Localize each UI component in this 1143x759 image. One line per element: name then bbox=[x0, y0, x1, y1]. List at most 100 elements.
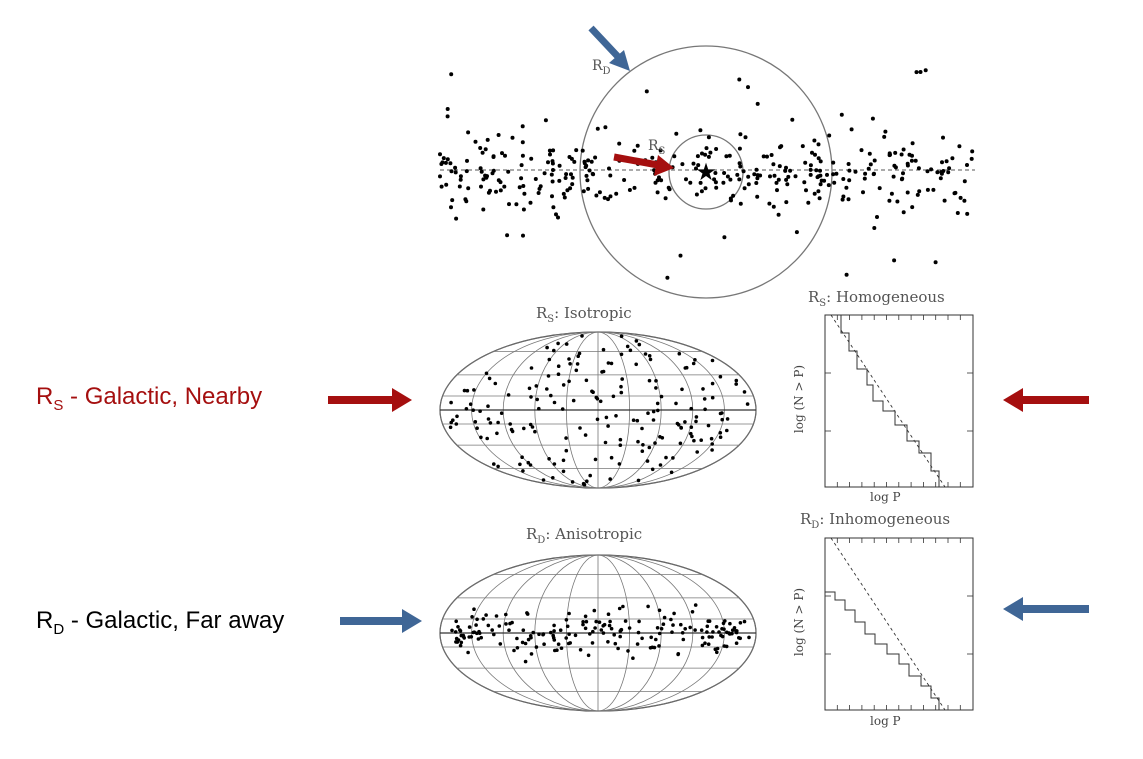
sky-source bbox=[616, 646, 620, 651]
disk-star bbox=[606, 197, 610, 202]
sky-source bbox=[494, 614, 499, 618]
disk-star bbox=[969, 156, 974, 161]
disk-star bbox=[814, 168, 819, 173]
sky-source bbox=[688, 625, 692, 630]
disk-star bbox=[537, 186, 542, 191]
disk-star bbox=[485, 137, 490, 142]
sky-source bbox=[702, 397, 707, 401]
sky-source bbox=[627, 626, 632, 630]
sky-source bbox=[552, 400, 557, 405]
rs-circle-label: RS bbox=[648, 138, 666, 157]
sky-source bbox=[654, 386, 658, 390]
disk-star bbox=[957, 144, 962, 149]
sky-source bbox=[601, 631, 606, 635]
disk-star bbox=[551, 205, 556, 210]
sky-source bbox=[496, 420, 500, 425]
faraway-label: RD - Galactic, Far away bbox=[36, 607, 285, 638]
sky-source bbox=[515, 636, 519, 641]
cumulative-step-curve bbox=[825, 591, 940, 710]
sky-source bbox=[720, 634, 725, 639]
disk-star bbox=[529, 156, 534, 161]
sky-source bbox=[459, 640, 464, 645]
disk-star bbox=[574, 148, 579, 153]
sky-source bbox=[529, 366, 534, 370]
sky-source bbox=[497, 624, 502, 628]
sky-source bbox=[631, 656, 635, 660]
disk-star bbox=[754, 167, 759, 172]
disk-star bbox=[550, 194, 554, 199]
inhomogeneous-logn-title: RD: Inhomogeneous bbox=[800, 510, 951, 531]
sky-source bbox=[713, 647, 718, 652]
sky-source bbox=[606, 424, 610, 428]
sky-source bbox=[568, 362, 572, 366]
disk-star bbox=[737, 146, 742, 151]
disk-star bbox=[700, 151, 704, 156]
sky-source bbox=[659, 626, 664, 631]
disk-star bbox=[557, 178, 562, 183]
disk-star bbox=[593, 155, 598, 160]
disk-star bbox=[738, 132, 743, 137]
disk-star bbox=[868, 162, 873, 167]
disk-star bbox=[883, 129, 888, 134]
disk-star bbox=[840, 197, 845, 202]
sky-source bbox=[601, 624, 605, 628]
sky-source bbox=[734, 641, 739, 645]
disk-star bbox=[786, 174, 791, 179]
disk-star bbox=[965, 163, 969, 167]
disk-star bbox=[562, 195, 567, 200]
disk-star bbox=[940, 160, 944, 165]
sky-source bbox=[528, 463, 533, 467]
disk-star bbox=[872, 226, 877, 230]
sky-source bbox=[690, 434, 694, 439]
sky-source bbox=[613, 641, 618, 646]
disk-star bbox=[632, 185, 637, 190]
disk-star bbox=[844, 185, 849, 190]
sky-source bbox=[561, 383, 566, 387]
inhomogeneous-logn-logp-plot bbox=[824, 537, 974, 711]
sky-source bbox=[462, 388, 467, 393]
faraway-right-arrow bbox=[1003, 597, 1089, 621]
disk-star bbox=[519, 176, 524, 181]
sky-source bbox=[529, 395, 533, 399]
sky-source bbox=[734, 382, 738, 386]
disk-star bbox=[481, 177, 486, 182]
disk-star bbox=[517, 185, 522, 190]
sky-source bbox=[718, 435, 723, 439]
sky-source bbox=[664, 455, 668, 460]
disk-star bbox=[597, 190, 602, 195]
disk-star bbox=[496, 178, 501, 183]
disk-star bbox=[503, 153, 507, 158]
sky-source bbox=[467, 625, 472, 629]
sky-source bbox=[584, 378, 589, 383]
disk-star bbox=[570, 175, 575, 180]
disk-star bbox=[737, 77, 742, 82]
sky-source bbox=[523, 641, 528, 646]
disk-star bbox=[694, 192, 699, 197]
disk-star bbox=[882, 134, 887, 139]
sky-source bbox=[715, 650, 719, 655]
sky-source bbox=[576, 354, 580, 358]
sky-source bbox=[530, 425, 535, 429]
sky-source bbox=[693, 603, 698, 607]
sky-source bbox=[551, 476, 555, 480]
disk-star bbox=[658, 148, 663, 153]
sky-source bbox=[689, 425, 694, 429]
homogeneous-logn-logp-plot bbox=[824, 314, 974, 488]
disk-star bbox=[551, 148, 556, 153]
sky-source bbox=[710, 395, 715, 400]
disk-star bbox=[521, 233, 525, 238]
sky-source bbox=[531, 630, 535, 635]
disk-star bbox=[586, 158, 591, 163]
disk-star bbox=[557, 163, 562, 168]
sky-source bbox=[555, 648, 559, 652]
disk-star bbox=[594, 193, 599, 198]
sky-source bbox=[609, 455, 614, 460]
rs-pointer-arrow bbox=[613, 153, 674, 176]
sky-source bbox=[640, 449, 645, 453]
disk-star bbox=[783, 168, 788, 173]
disk-star bbox=[841, 177, 846, 181]
disk-star bbox=[608, 194, 613, 199]
disk-star bbox=[466, 130, 471, 135]
sky-source bbox=[608, 619, 612, 624]
sky-source bbox=[448, 425, 453, 430]
